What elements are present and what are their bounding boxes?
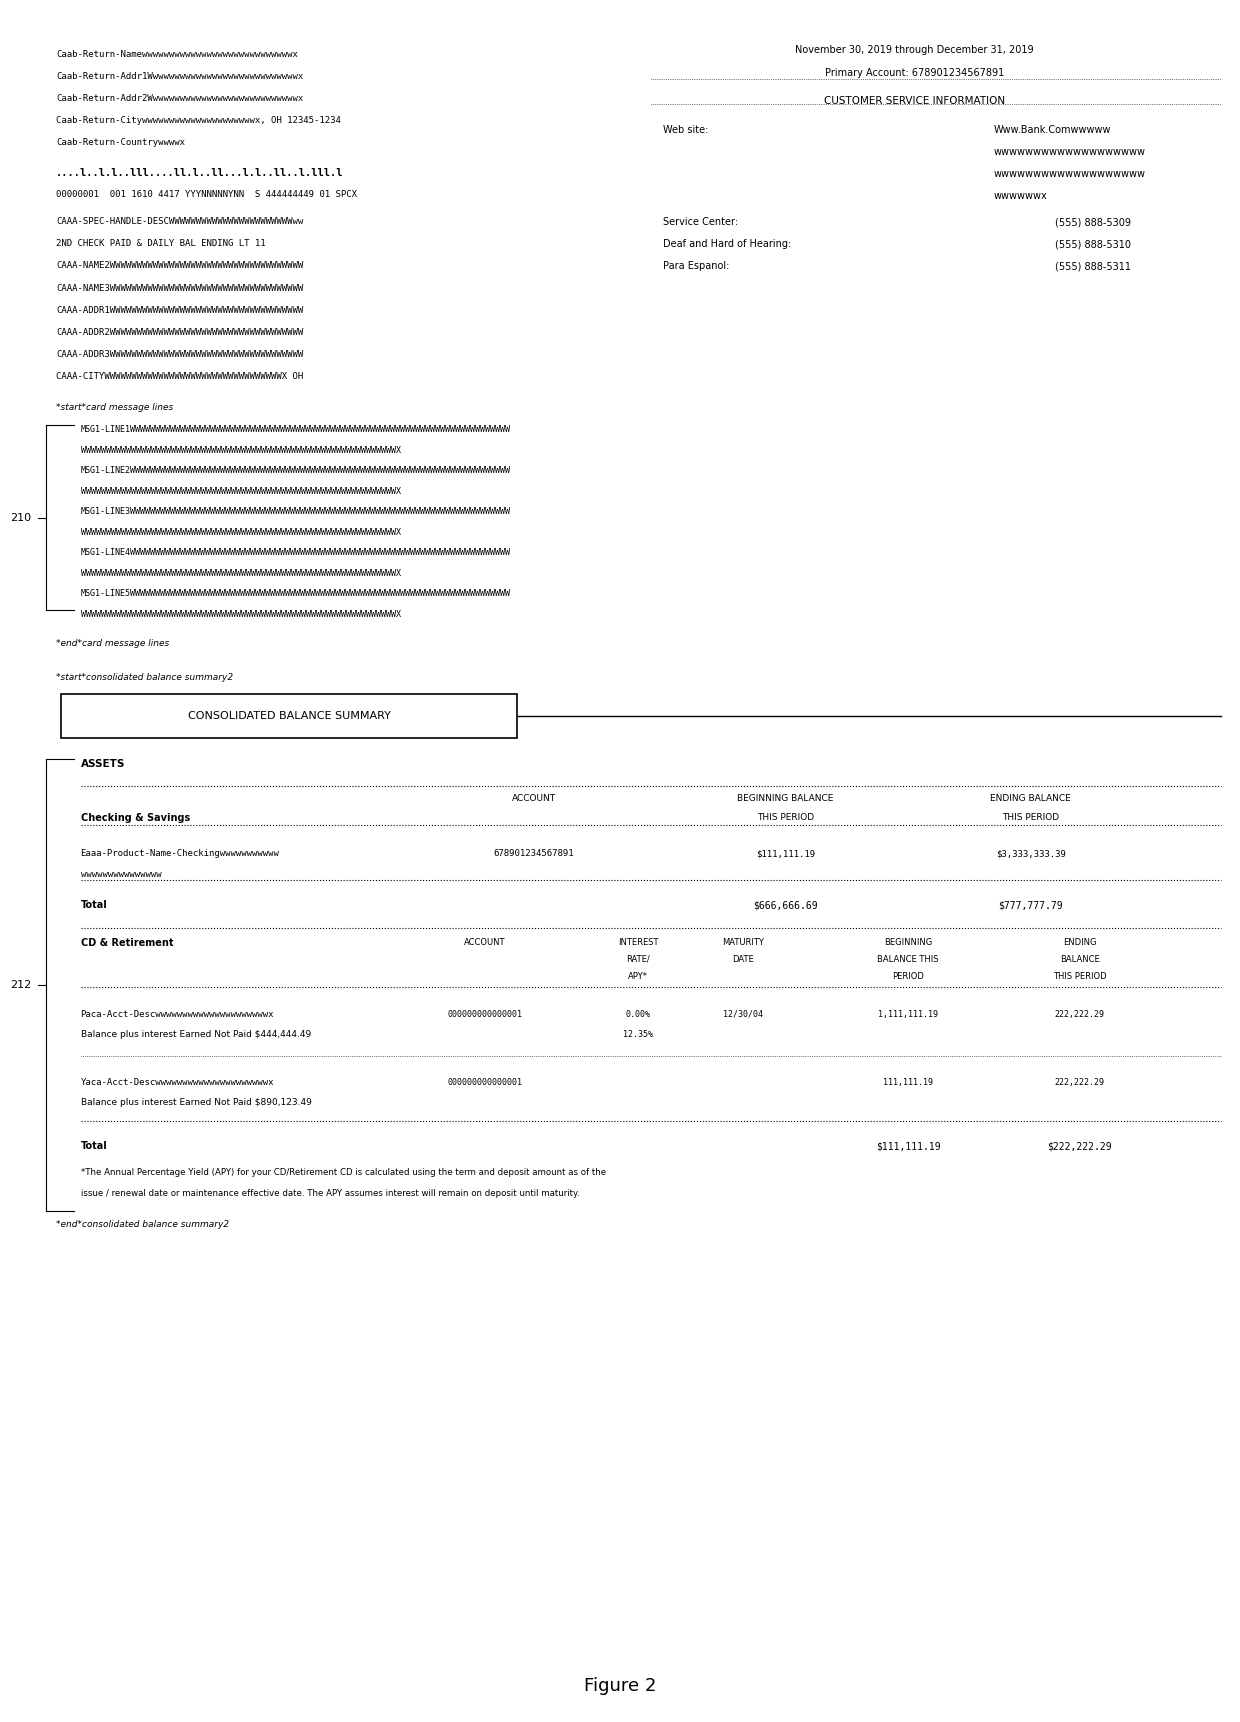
Text: (555) 888-5311: (555) 888-5311 — [1055, 262, 1131, 272]
Text: CAAA-ADDR1WWWWWWWWWWWWWWWWWWWWWWWWWWWWWWWWWWWW: CAAA-ADDR1WWWWWWWWWWWWWWWWWWWWWWWWWWWWWW… — [56, 307, 304, 315]
Text: *start*consolidated balance summary2: *start*consolidated balance summary2 — [56, 673, 233, 682]
Text: Deaf and Hard of Hearing:: Deaf and Hard of Hearing: — [663, 239, 791, 250]
Text: $222,222.29: $222,222.29 — [1048, 1142, 1112, 1150]
Text: BEGINNING: BEGINNING — [884, 938, 932, 947]
Text: CUSTOMER SERVICE INFORMATION: CUSTOMER SERVICE INFORMATION — [823, 96, 1004, 105]
Text: wwwwwwx: wwwwwwx — [994, 191, 1048, 201]
Text: Primary Account: 678901234567891: Primary Account: 678901234567891 — [825, 69, 1004, 79]
Text: 210: 210 — [11, 513, 32, 523]
Text: Service Center:: Service Center: — [663, 217, 738, 227]
Text: 0.00%: 0.00% — [626, 1009, 651, 1019]
Text: Balance plus interest Earned Not Paid $444,444.49: Balance plus interest Earned Not Paid $4… — [81, 1030, 311, 1038]
Text: Caab-Return-Addr1Wwwwwwwwwwwwwwwwwwwwwwwwwwwwx: Caab-Return-Addr1Wwwwwwwwwwwwwwwwwwwwwww… — [56, 72, 304, 81]
Text: PERIOD: PERIOD — [893, 971, 924, 982]
Text: CONSOLIDATED BALANCE SUMMARY: CONSOLIDATED BALANCE SUMMARY — [187, 711, 391, 722]
Text: MSG1-LINE3WWWWWWWWWWWWWWWWWWWWWWWWWWWWWWWWWWWWWWWWWWWWWWWWWWWWWWWWWWWWWWWWWWWWWW: MSG1-LINE3WWWWWWWWWWWWWWWWWWWWWWWWWWWWWW… — [81, 508, 511, 517]
Text: Paca-Acct-Descwwwwwwwwwwwwwwwwwwwwwx: Paca-Acct-Descwwwwwwwwwwwwwwwwwwwwwx — [81, 1009, 274, 1019]
Text: CAAA-NAME2WWWWWWWWWWWWWWWWWWWWWWWWWWWWWWWWWWWW: CAAA-NAME2WWWWWWWWWWWWWWWWWWWWWWWWWWWWWW… — [56, 262, 304, 270]
Text: CAAA-ADDR2WWWWWWWWWWWWWWWWWWWWWWWWWWWWWWWWWWWW: CAAA-ADDR2WWWWWWWWWWWWWWWWWWWWWWWWWWWWWW… — [56, 329, 304, 338]
Text: 12/30/04: 12/30/04 — [723, 1009, 763, 1019]
Text: Figure 2: Figure 2 — [584, 1677, 656, 1696]
Text: ASSETS: ASSETS — [81, 758, 125, 768]
Text: (555) 888-5310: (555) 888-5310 — [1055, 239, 1131, 250]
Text: DATE: DATE — [732, 956, 754, 964]
Text: $666,666.69: $666,666.69 — [753, 901, 818, 911]
Text: ENDING BALANCE: ENDING BALANCE — [991, 794, 1071, 804]
Text: Total: Total — [81, 901, 108, 911]
Text: ENDING: ENDING — [1063, 938, 1096, 947]
Text: Caab-Return-Addr2Wwwwwwwwwwwwwwwwwwwwwwwwwwwwx: Caab-Return-Addr2Wwwwwwwwwwwwwwwwwwwwwww… — [56, 95, 304, 103]
Text: (555) 888-5309: (555) 888-5309 — [1055, 217, 1131, 227]
Text: Www.Bank.Comwwwww: Www.Bank.Comwwwww — [994, 124, 1111, 134]
Text: November 30, 2019 through December 31, 2019: November 30, 2019 through December 31, 2… — [795, 45, 1034, 55]
Text: ACCOUNT: ACCOUNT — [464, 938, 506, 947]
Text: 678901234567891: 678901234567891 — [494, 849, 574, 858]
Text: MSG1-LINE4WWWWWWWWWWWWWWWWWWWWWWWWWWWWWWWWWWWWWWWWWWWWWWWWWWWWWWWWWWWWWWWWWWWWWW: MSG1-LINE4WWWWWWWWWWWWWWWWWWWWWWWWWWWWWW… — [81, 548, 511, 558]
Text: CD & Retirement: CD & Retirement — [81, 938, 174, 947]
Text: wwwwwwwwwwwwwww: wwwwwwwwwwwwwww — [81, 870, 161, 878]
Text: *end*consolidated balance summary2: *end*consolidated balance summary2 — [56, 1219, 229, 1230]
Text: RATE/: RATE/ — [626, 956, 650, 964]
Text: 000000000000001: 000000000000001 — [448, 1009, 522, 1019]
Text: Yaca-Acct-Descwwwwwwwwwwwwwwwwwwwwwx: Yaca-Acct-Descwwwwwwwwwwwwwwwwwwwwwx — [81, 1078, 274, 1087]
Text: WWWWWWWWWWWWWWWWWWWWWWWWWWWWWWWWWWWWWWWWWWWWWWWWWWWWWWWWWWWWWWWX: WWWWWWWWWWWWWWWWWWWWWWWWWWWWWWWWWWWWWWWW… — [81, 446, 401, 455]
Text: MATURITY: MATURITY — [722, 938, 764, 947]
Text: 212: 212 — [11, 980, 32, 990]
Text: APY*: APY* — [629, 971, 649, 982]
Text: MSG1-LINE5WWWWWWWWWWWWWWWWWWWWWWWWWWWWWWWWWWWWWWWWWWWWWWWWWWWWWWWWWWWWWWWWWWWWWW: MSG1-LINE5WWWWWWWWWWWWWWWWWWWWWWWWWWWWWW… — [81, 589, 511, 599]
Text: ....l..l.l..lll....ll.l..ll...l.l..ll..l.lll.l: ....l..l.l..lll....ll.l..ll...l.l..ll..l… — [56, 167, 343, 177]
Text: *start*card message lines: *start*card message lines — [56, 403, 174, 412]
Text: Web site:: Web site: — [663, 124, 708, 134]
Text: MSG1-LINE2WWWWWWWWWWWWWWWWWWWWWWWWWWWWWWWWWWWWWWWWWWWWWWWWWWWWWWWWWWWWWWWWWWWWWW: MSG1-LINE2WWWWWWWWWWWWWWWWWWWWWWWWWWWWWW… — [81, 467, 511, 475]
Text: *end*card message lines: *end*card message lines — [56, 639, 169, 647]
Text: Balance plus interest Earned Not Paid $890,123.49: Balance plus interest Earned Not Paid $8… — [81, 1099, 311, 1107]
Text: WWWWWWWWWWWWWWWWWWWWWWWWWWWWWWWWWWWWWWWWWWWWWWWWWWWWWWWWWWWWWWWX: WWWWWWWWWWWWWWWWWWWWWWWWWWWWWWWWWWWWWWWW… — [81, 610, 401, 618]
Text: wwwwwwwwwwwwwwwwwww: wwwwwwwwwwwwwwwwwww — [994, 146, 1146, 157]
Text: CAAA-ADDR3WWWWWWWWWWWWWWWWWWWWWWWWWWWWWWWWWWWW: CAAA-ADDR3WWWWWWWWWWWWWWWWWWWWWWWWWWWWWW… — [56, 350, 304, 360]
Text: 222,222.29: 222,222.29 — [1055, 1078, 1105, 1087]
Text: CAAA-CITYWWWWWWWWWWWWWWWWWWWWWWWWWWWWWWWWWX OH: CAAA-CITYWWWWWWWWWWWWWWWWWWWWWWWWWWWWWWW… — [56, 372, 304, 382]
Text: Para Espanol:: Para Espanol: — [663, 262, 729, 272]
Text: 000000000000001: 000000000000001 — [448, 1078, 522, 1087]
FancyBboxPatch shape — [61, 694, 517, 739]
Text: BALANCE THIS: BALANCE THIS — [878, 956, 939, 964]
Text: MSG1-LINE1WWWWWWWWWWWWWWWWWWWWWWWWWWWWWWWWWWWWWWWWWWWWWWWWWWWWWWWWWWWWWWWWWWWWWW: MSG1-LINE1WWWWWWWWWWWWWWWWWWWWWWWWWWWWWW… — [81, 425, 511, 434]
Text: BEGINNING BALANCE: BEGINNING BALANCE — [738, 794, 833, 804]
Text: issue / renewal date or maintenance effective date. The APY assumes interest wil: issue / renewal date or maintenance effe… — [81, 1188, 579, 1199]
Text: Caab-Return-Namewwwwwwwwwwwwwwwwwwwwwwwwwwwwx: Caab-Return-Namewwwwwwwwwwwwwwwwwwwwwwww… — [56, 50, 298, 59]
Text: Caab-Return-Citywwwwwwwwwwwwwwwwwwwwwx, OH 12345-1234: Caab-Return-Citywwwwwwwwwwwwwwwwwwwwwx, … — [56, 117, 341, 126]
Text: 1,111,111.19: 1,111,111.19 — [878, 1009, 939, 1019]
Text: 00000001  001 1610 4417 YYYNNNNNYNN  S 444444449 01 SPCX: 00000001 001 1610 4417 YYYNNNNNYNN S 444… — [56, 189, 357, 198]
Text: WWWWWWWWWWWWWWWWWWWWWWWWWWWWWWWWWWWWWWWWWWWWWWWWWWWWWWWWWWWWWWWX: WWWWWWWWWWWWWWWWWWWWWWWWWWWWWWWWWWWWWWWW… — [81, 568, 401, 579]
Text: $111,111.19: $111,111.19 — [756, 849, 815, 858]
Text: THIS PERIOD: THIS PERIOD — [756, 813, 815, 821]
Text: WWWWWWWWWWWWWWWWWWWWWWWWWWWWWWWWWWWWWWWWWWWWWWWWWWWWWWWWWWWWWWWX: WWWWWWWWWWWWWWWWWWWWWWWWWWWWWWWWWWWWWWWW… — [81, 529, 401, 537]
Text: BALANCE: BALANCE — [1060, 956, 1100, 964]
Text: 111,111.19: 111,111.19 — [883, 1078, 934, 1087]
Text: 12.35%: 12.35% — [624, 1030, 653, 1038]
Text: THIS PERIOD: THIS PERIOD — [1002, 813, 1059, 821]
Text: ACCOUNT: ACCOUNT — [512, 794, 557, 804]
Text: CAAA-SPEC-HANDLE-DESCWWWWWWWWWWWWWWWWWWWWWWWww: CAAA-SPEC-HANDLE-DESCWWWWWWWWWWWWWWWWWWW… — [56, 217, 304, 226]
Text: $111,111.19: $111,111.19 — [875, 1142, 940, 1150]
Text: 2ND CHECK PAID & DAILY BAL ENDING LT 11: 2ND CHECK PAID & DAILY BAL ENDING LT 11 — [56, 239, 265, 248]
Text: THIS PERIOD: THIS PERIOD — [1053, 971, 1106, 982]
Text: $3,333,333.39: $3,333,333.39 — [996, 849, 1065, 858]
Text: Checking & Savings: Checking & Savings — [81, 813, 190, 823]
Text: WWWWWWWWWWWWWWWWWWWWWWWWWWWWWWWWWWWWWWWWWWWWWWWWWWWWWWWWWWWWWWWX: WWWWWWWWWWWWWWWWWWWWWWWWWWWWWWWWWWWWWWWW… — [81, 487, 401, 496]
Text: Total: Total — [81, 1142, 108, 1150]
Text: Caab-Return-Countrywwwwx: Caab-Return-Countrywwwwx — [56, 138, 185, 148]
Text: Eaaa-Product-Name-Checkingwwwwwwwwwww: Eaaa-Product-Name-Checkingwwwwwwwwwww — [81, 849, 279, 858]
Text: 222,222.29: 222,222.29 — [1055, 1009, 1105, 1019]
Text: CAAA-NAME3WWWWWWWWWWWWWWWWWWWWWWWWWWWWWWWWWWWW: CAAA-NAME3WWWWWWWWWWWWWWWWWWWWWWWWWWWWWW… — [56, 284, 304, 293]
Text: $777,777.79: $777,777.79 — [998, 901, 1063, 911]
Text: INTEREST: INTEREST — [619, 938, 658, 947]
Text: wwwwwwwwwwwwwwwwwww: wwwwwwwwwwwwwwwwwww — [994, 169, 1146, 179]
Text: *The Annual Percentage Yield (APY) for your CD/Retirement CD is calculated using: *The Annual Percentage Yield (APY) for y… — [81, 1169, 605, 1178]
